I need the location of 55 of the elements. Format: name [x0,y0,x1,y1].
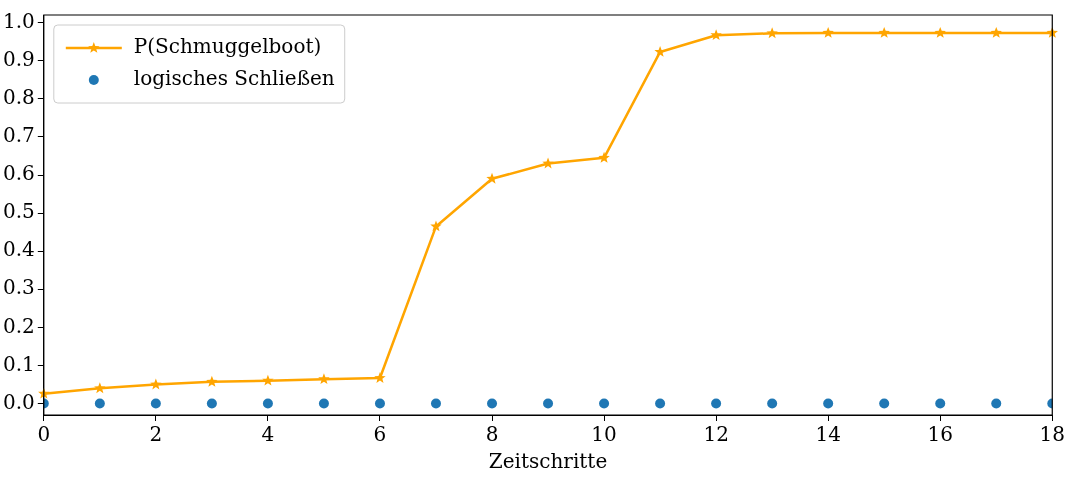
point [990,26,1002,38]
y-tick-label: 0.2 [2,313,35,338]
point [150,398,161,409]
y-tick-label: 0.9 [2,46,35,71]
y-tick-label: 0.0 [2,389,35,414]
y-tick-label: 1.0 [2,8,35,33]
point [206,375,218,387]
y-tick-label: 0.6 [2,161,35,186]
point [879,398,890,409]
point [766,27,778,39]
point [655,398,666,409]
point [598,151,610,163]
point [94,398,105,409]
x-tick-label: 10 [591,422,617,447]
point [935,398,946,409]
y-tick-label: 0.3 [2,275,35,300]
x-tick-label: 14 [815,422,841,447]
x-axis-title: Zeitschritte [488,449,608,474]
y-tick-label: 0.4 [2,237,35,262]
point [487,398,498,409]
point [262,374,274,386]
point [822,26,834,38]
x-tick-label: 0 [37,422,51,447]
y-tick-label: 0.7 [2,123,35,148]
point [374,372,386,383]
point [206,398,217,409]
x-tick-label: 2 [149,422,163,447]
x-tick-label: 4 [261,422,275,447]
point [991,398,1002,409]
point [543,398,554,409]
legend-label: logisches Schließen [133,66,335,91]
y-tick-label: 0.8 [2,85,35,110]
y-tick-label: 0.5 [2,199,35,224]
point [710,29,722,41]
point [430,220,442,232]
point [934,26,946,38]
point [823,398,834,409]
x-tick-label: 6 [373,422,387,447]
point [318,398,329,409]
point [318,373,330,385]
point [94,382,106,394]
legend-label: P(Schmuggelboot) [133,34,322,59]
point [767,398,778,409]
y-tick-label: 0.1 [2,351,35,376]
x-tick-label: 18 [1039,422,1065,447]
point [430,398,441,409]
point [878,26,890,38]
point [599,398,610,409]
x-tick-label: 8 [485,422,499,447]
point [374,398,385,409]
x-tick-label: 12 [703,422,729,447]
point [150,378,162,390]
point [711,398,722,409]
point [262,398,273,409]
x-tick-label: 16 [927,422,953,447]
